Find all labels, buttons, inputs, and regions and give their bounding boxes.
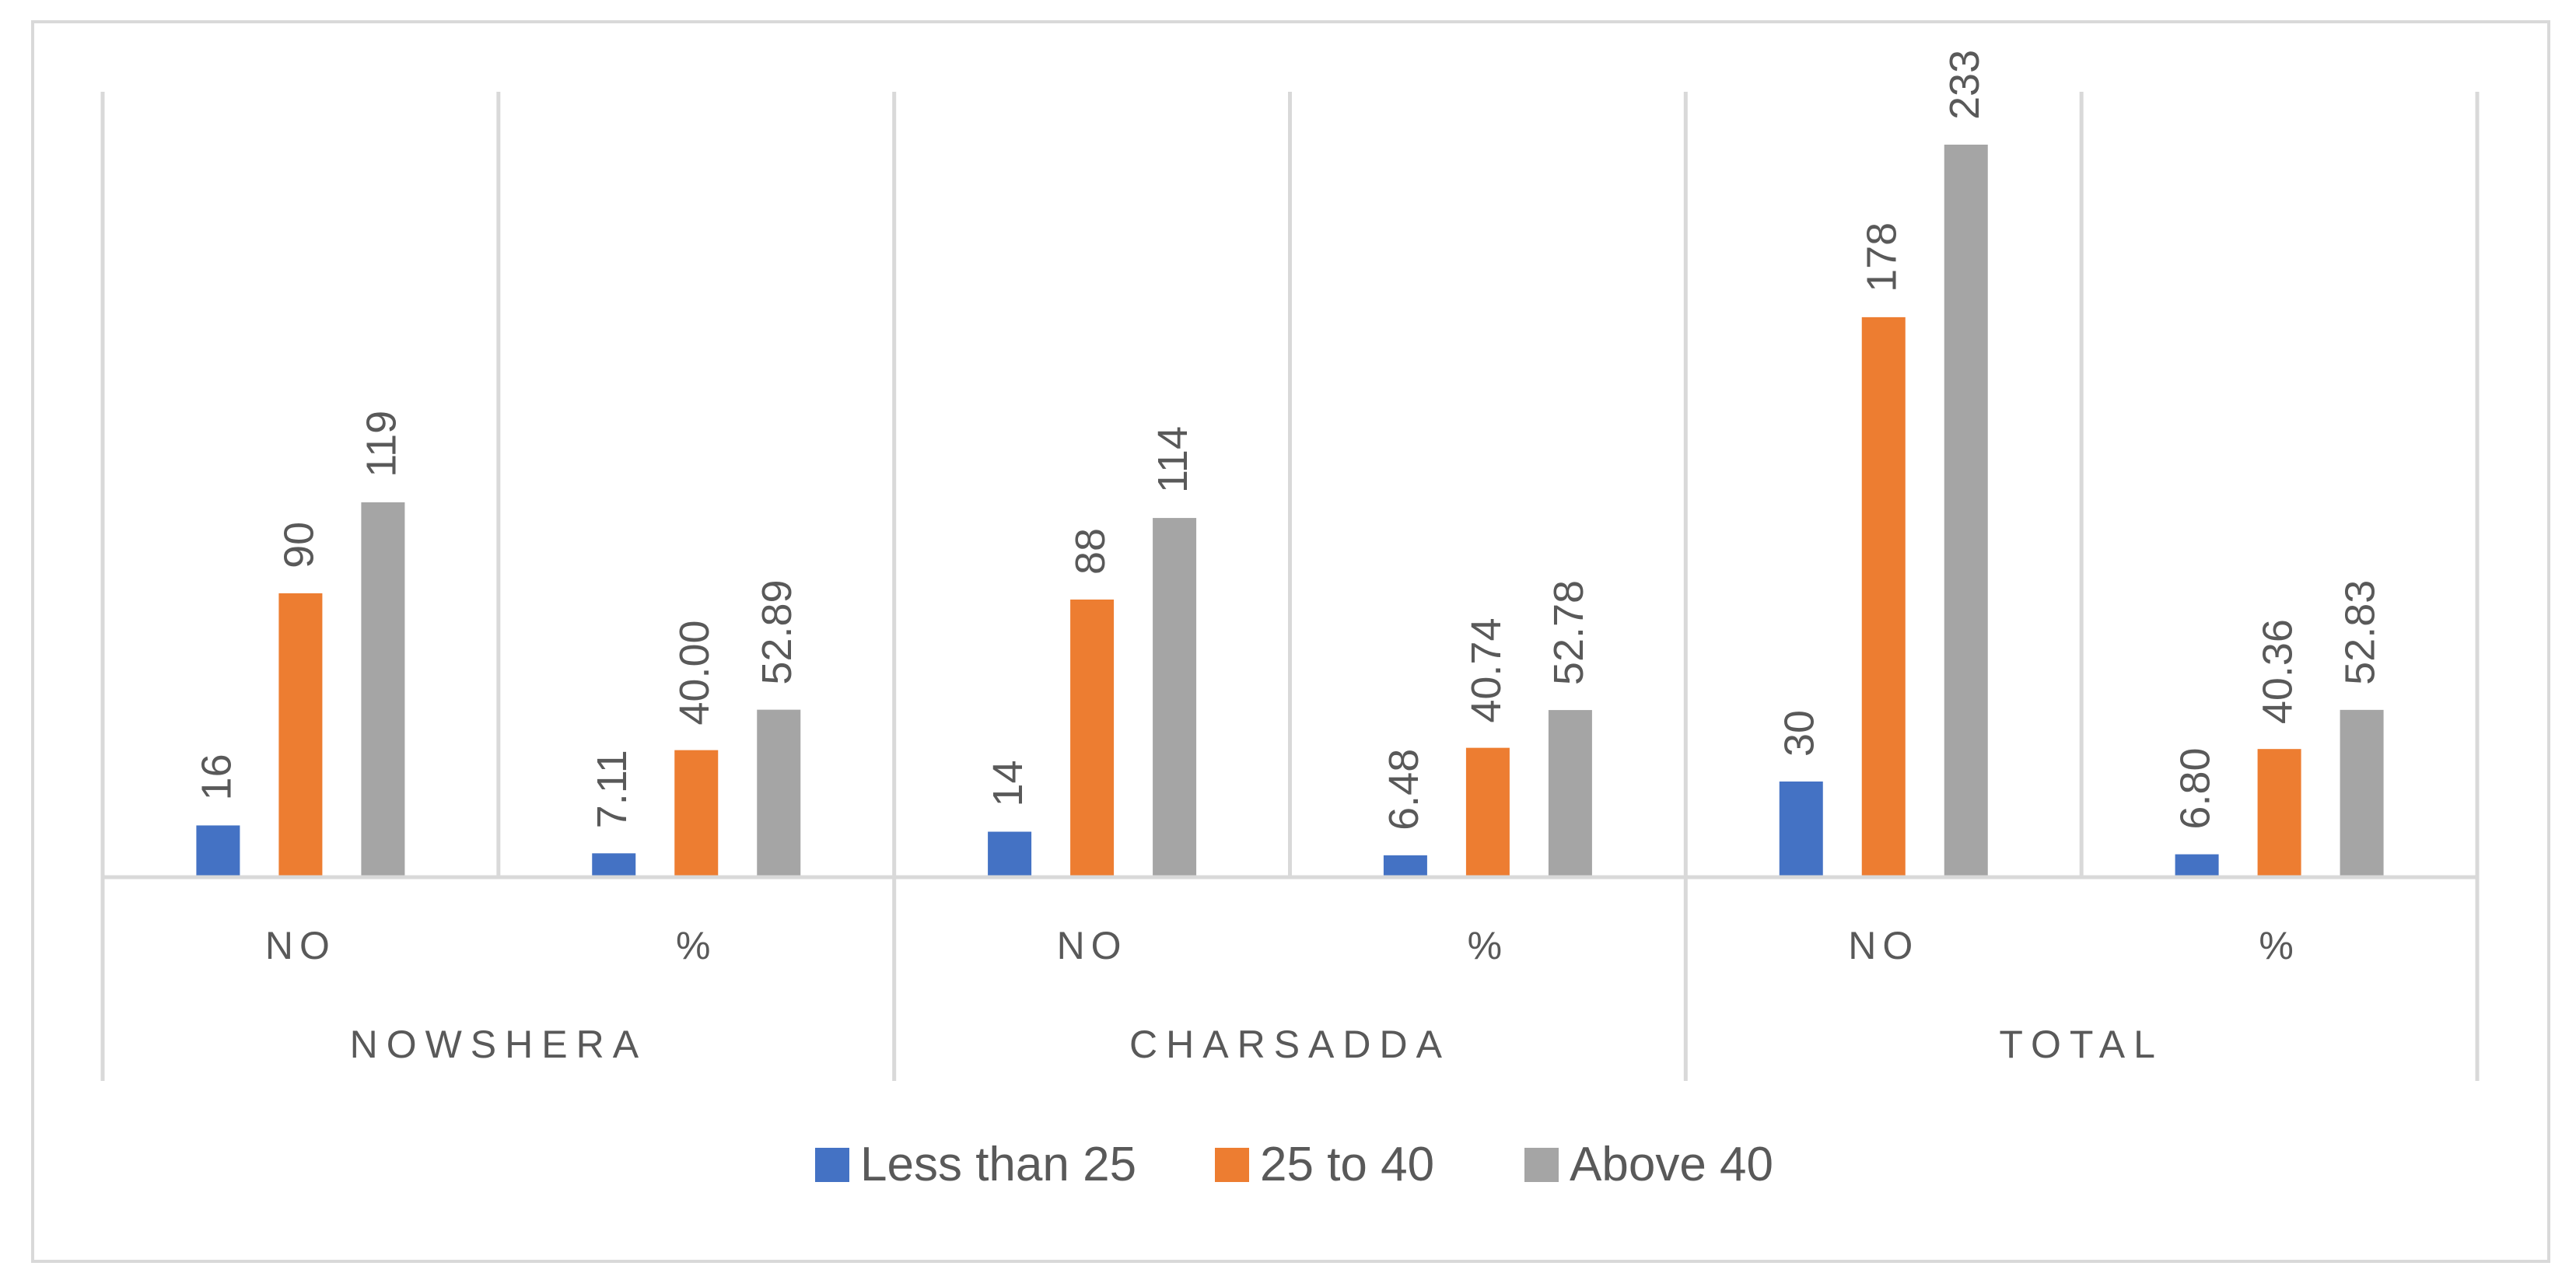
- data-label: 90: [275, 522, 322, 568]
- data-label: 88: [1067, 528, 1114, 575]
- legend-label: Above 40: [1570, 1138, 1773, 1191]
- data-label: 40.36: [2255, 619, 2301, 724]
- bar-less-than-25-3: [1383, 855, 1427, 876]
- category-dividers: [100, 92, 2480, 1081]
- data-label: 52.78: [1545, 580, 1592, 685]
- data-label: 16: [193, 754, 240, 800]
- group-label: NOWSHERA: [350, 1023, 647, 1066]
- legend-swatch: [1524, 1148, 1559, 1182]
- bar-25-to-40-5: [2257, 749, 2301, 876]
- data-label: 7.11: [589, 750, 635, 828]
- bar-less-than-25-2: [988, 831, 1032, 876]
- group-labels: NOWSHERA CHARSADDA TOTAL: [350, 1023, 2164, 1066]
- data-label: 30: [1776, 710, 1823, 757]
- x-tick-label: NO: [1057, 924, 1128, 967]
- legend: Less than 25 25 to 40 Above 40: [815, 1138, 1773, 1191]
- bar-less-than-25-1: [592, 853, 636, 876]
- bar-25-to-40-1: [674, 750, 719, 876]
- x-tick-label: %: [2259, 924, 2299, 967]
- x-tick-label: %: [1468, 924, 1508, 967]
- data-label: 6.80: [2172, 747, 2219, 829]
- bar-less-than-25-0: [196, 825, 240, 876]
- legend-label: 25 to 40: [1260, 1138, 1434, 1191]
- data-label: 52.83: [2337, 580, 2384, 685]
- bar-25-to-40-4: [1861, 317, 1906, 876]
- x-tick-label: NO: [265, 924, 336, 967]
- bar-above-40-0: [361, 502, 405, 876]
- data-label: 178: [1859, 222, 1906, 292]
- bar-25-to-40-2: [1070, 599, 1115, 876]
- bar-above-40-3: [1548, 710, 1592, 876]
- data-label: 40.74: [1463, 618, 1510, 723]
- group-label: CHARSADDA: [1129, 1023, 1451, 1066]
- data-label: 14: [985, 760, 1031, 806]
- data-label: 40.00: [671, 620, 718, 725]
- bar-above-40-4: [1944, 145, 1988, 876]
- bar-above-40-5: [2340, 709, 2384, 876]
- bar-25-to-40-3: [1465, 747, 1510, 876]
- legend-label: Less than 25: [860, 1138, 1136, 1191]
- data-label: 233: [1941, 50, 1988, 120]
- data-label: 119: [358, 411, 404, 477]
- group-label: TOTAL: [1999, 1023, 2164, 1066]
- bar-less-than-25-4: [1779, 781, 1823, 876]
- bar-25-to-40-0: [278, 593, 323, 876]
- x-tick-label: NO: [1848, 924, 1919, 967]
- legend-swatch: [815, 1148, 849, 1182]
- data-label: 114: [1150, 426, 1196, 493]
- data-label: 52.89: [754, 579, 800, 684]
- bars: [196, 145, 2384, 876]
- data-label: 6.48: [1381, 749, 1427, 831]
- bar-less-than-25-5: [2175, 854, 2219, 876]
- x-tick-label: %: [676, 924, 716, 967]
- data-labels: 16 90 119 7.11 40.00 52.89 14 88 114 6.48 40.74 52.…: [193, 50, 2383, 831]
- legend-swatch: [1215, 1148, 1249, 1182]
- bar-above-40-1: [757, 709, 801, 876]
- x-tick-labels: NO% NO% NO%: [265, 924, 2299, 967]
- bar-above-40-2: [1153, 518, 1197, 876]
